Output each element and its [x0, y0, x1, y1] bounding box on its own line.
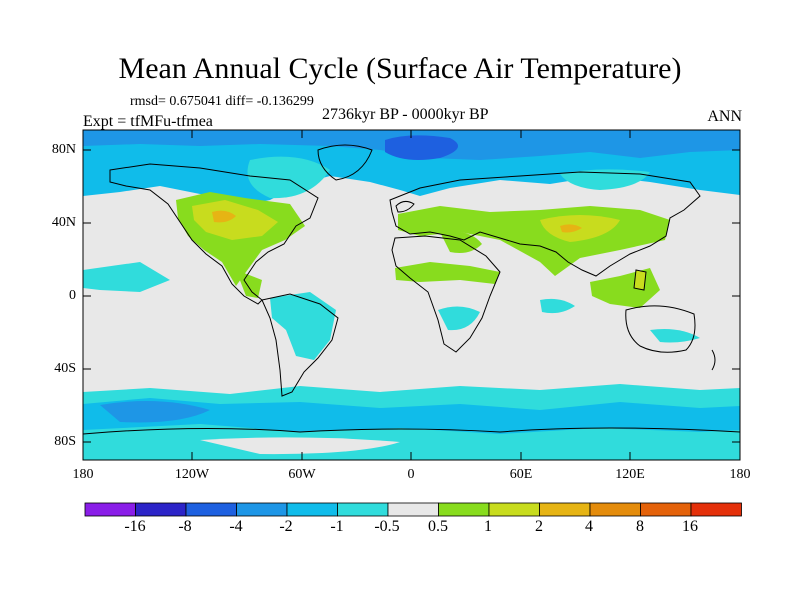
- colorbar-label: -1: [330, 518, 344, 535]
- na-warm-peak: [212, 210, 236, 223]
- colorbar-swatch: [337, 502, 389, 517]
- season-label: ANN: [707, 108, 742, 125]
- colorbar-swatch: [589, 502, 641, 517]
- na-warm-core: [192, 200, 278, 240]
- colorbar-swatch: [640, 502, 692, 517]
- y-tick-label: 80N: [51, 142, 76, 157]
- coastlines: [83, 144, 740, 435]
- x-tick-label: 120E: [615, 467, 645, 482]
- colorbar-label: 0.5: [428, 518, 448, 535]
- colorbar-swatch: [286, 502, 338, 517]
- colorbar-label: -2: [279, 518, 293, 535]
- x-tick-label: 0: [407, 467, 415, 482]
- y-tick-label: 40N: [51, 215, 76, 230]
- map-title: Mean Annual Cycle (Surface Air Temperatu…: [118, 52, 682, 85]
- x-tick-label: 180: [72, 467, 94, 482]
- x-tick-label: 60W: [288, 467, 316, 482]
- period-label: 2736kyr BP - 0000kyr BP: [322, 106, 489, 123]
- colorbar-swatch: [539, 502, 591, 517]
- tropical-cool-west: [83, 262, 170, 292]
- y-tick-label: 40S: [54, 361, 76, 376]
- colorbar-swatch: [135, 502, 187, 517]
- africa-warm: [395, 262, 500, 284]
- philippines-warm-core: [634, 270, 646, 290]
- colorbar: [84, 502, 742, 517]
- colorbar-swatch: [438, 502, 490, 517]
- colorbar-label: 4: [585, 518, 593, 535]
- colorbar-label: -4: [229, 518, 243, 535]
- australia-cool: [650, 329, 700, 343]
- arctic-light-patch-1: [247, 156, 330, 199]
- y-tick-label: 80S: [54, 434, 76, 449]
- colorbar-label: 1: [484, 518, 492, 535]
- map-field: [83, 130, 740, 460]
- colorbar-label: 16: [682, 518, 698, 535]
- colorbar-swatch: [185, 502, 237, 517]
- colorbar-swatch: [236, 502, 288, 517]
- africa-south-cool: [438, 306, 480, 331]
- asia-warm-peak: [560, 224, 582, 233]
- antarctica-interior-neutral: [200, 437, 400, 455]
- arctic-cool-deep: [385, 135, 458, 160]
- arctic-light-patch-2: [560, 169, 650, 190]
- colorbar-swatch: [690, 502, 742, 517]
- colorbar-label: -8: [178, 518, 192, 535]
- colorbar-label: -0.5: [374, 518, 400, 535]
- experiment-label: Expt = tfMFu-tfmea: [83, 113, 213, 130]
- y-tick-label: 0: [69, 288, 76, 303]
- y-axis-ticks: [83, 149, 740, 443]
- x-tick-label: 60E: [509, 467, 533, 482]
- colorbar-label: -16: [124, 518, 146, 535]
- colorbar-label: 8: [636, 518, 644, 535]
- colorbar-swatch: [488, 502, 540, 517]
- x-axis-ticks: [191, 130, 631, 460]
- central-america-warm: [236, 270, 262, 298]
- colorbar-swatch: [387, 502, 439, 517]
- antarctic-cool-strong: [100, 401, 210, 423]
- colorbar-label: 2: [535, 518, 543, 535]
- x-tick-label: 120W: [174, 467, 210, 482]
- colorbar-swatch: [84, 502, 136, 517]
- indian-ocean-cool: [540, 298, 575, 314]
- south-america-cool: [270, 292, 336, 360]
- stats-text: rmsd= 0.675041 diff= -0.136299: [130, 94, 314, 109]
- x-tick-label: 180: [729, 467, 751, 482]
